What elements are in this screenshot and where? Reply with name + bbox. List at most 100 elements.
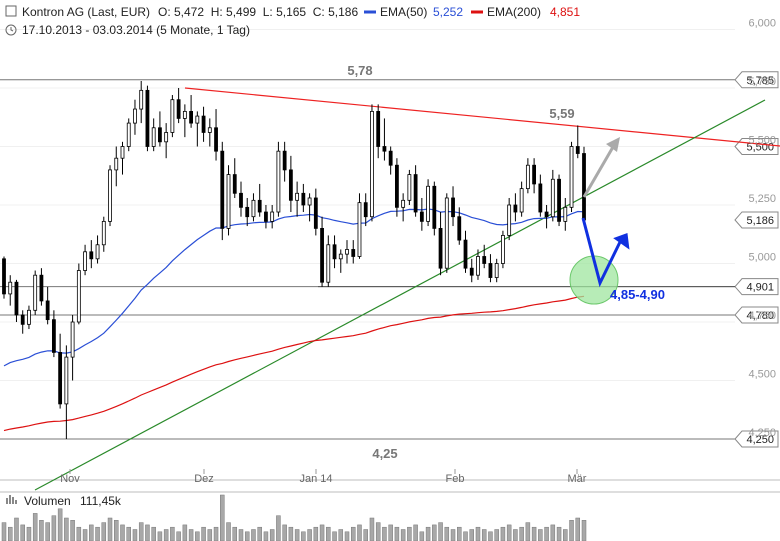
x-tick-label: Nov [60,473,80,485]
candle-body [395,164,399,208]
candle [476,249,480,280]
annotation-high: 5,78 [347,63,372,78]
candle-body [532,164,537,185]
volume-bar [157,531,163,541]
candle-body [239,192,243,208]
candle-body [214,127,218,152]
candle [45,286,50,325]
candle-body [407,174,412,201]
candle-body [557,178,561,222]
candle [301,183,306,213]
volume-bar [207,529,213,541]
candle-body [182,111,187,119]
level-marker [734,306,779,324]
candle-body [264,211,268,222]
volume-bar [95,526,100,541]
x-tick-label: Dez [194,473,214,485]
y-tick-label: 5,250 [748,193,776,205]
candle-body [220,150,225,229]
volume-bar [251,529,256,541]
candle [151,118,156,152]
candle [270,205,275,229]
volume-header: Volumen 111,45k [6,494,122,508]
volume-bar [538,529,543,541]
candle-body [83,251,87,271]
candle [114,146,119,187]
clock-hands-icon [10,27,14,32]
period-label: 17.10.2013 - 03.03.2014 (5 Monate, 1 Tag… [22,23,250,37]
gray-up-arrow [582,146,615,198]
candle [444,193,449,273]
candle-body [482,256,487,264]
candle-body [338,253,343,260]
volume-bar [257,526,262,541]
volume-bar [319,524,325,541]
candle-body [438,227,443,269]
volume-bar [163,529,169,541]
candle [288,155,293,213]
volume-bar [513,529,518,541]
level-marker [734,278,779,296]
candle-body [320,227,324,283]
volume-bar [444,526,450,541]
projection-up-arrowhead [613,232,630,250]
volume-value: 111,45k [80,494,122,508]
candle-body [488,263,493,278]
candle-body [158,127,162,143]
volume-bar [89,524,94,541]
volume-bar [232,526,238,541]
volume-bar [307,529,312,541]
volume-bar [569,520,574,541]
candle [220,141,225,241]
volume-bar [425,526,431,541]
settings-icon[interactable] [5,5,17,17]
candle-body [45,300,50,321]
volume-bar [332,531,337,541]
volume-bar [1,522,7,541]
candle [164,123,169,159]
volume-bar [244,531,250,541]
candle [182,104,187,138]
volume-bar [581,520,587,541]
candle-body [469,267,474,276]
ohlc-values: O: 5,472 H: 5,499 L: 5,165 C: 5,186 [158,5,358,19]
candle-body [64,356,69,405]
volume-bar [20,524,25,541]
annotation-low: 4,25 [372,446,397,461]
candle [345,240,349,264]
candle-body [89,251,94,260]
candle [201,106,206,142]
volume-bar [550,524,556,541]
candle-body [76,270,81,323]
volume-bar [494,529,499,541]
volume-bar [544,526,549,541]
candle [426,179,430,227]
volume-bar [363,529,368,541]
candle-body [151,127,156,147]
candle-body [457,216,462,241]
volume-bar [432,524,437,541]
support-trendline [34,99,766,491]
candle [351,240,356,264]
candle [320,216,324,287]
candle [89,240,94,269]
candle [264,205,268,229]
candle-body [288,169,293,201]
candle [2,256,6,299]
candle [569,141,574,213]
volume-bar [114,520,119,541]
ema200-line [3,295,585,432]
candle-body [513,204,518,213]
candle-body [463,239,468,269]
volume-bar [263,531,269,541]
candle-body [444,197,449,269]
candle [501,230,505,269]
annotation-peak: 5,59 [549,106,574,121]
volume-bar [531,526,537,541]
volume-bar [132,529,138,541]
volume-bar [407,526,412,541]
candle-body [2,258,6,295]
candle [20,310,25,334]
volume-bar [7,526,13,541]
y-axis: 6,2506,0005,7505,5005,2505,0004,7504,500… [748,18,776,440]
